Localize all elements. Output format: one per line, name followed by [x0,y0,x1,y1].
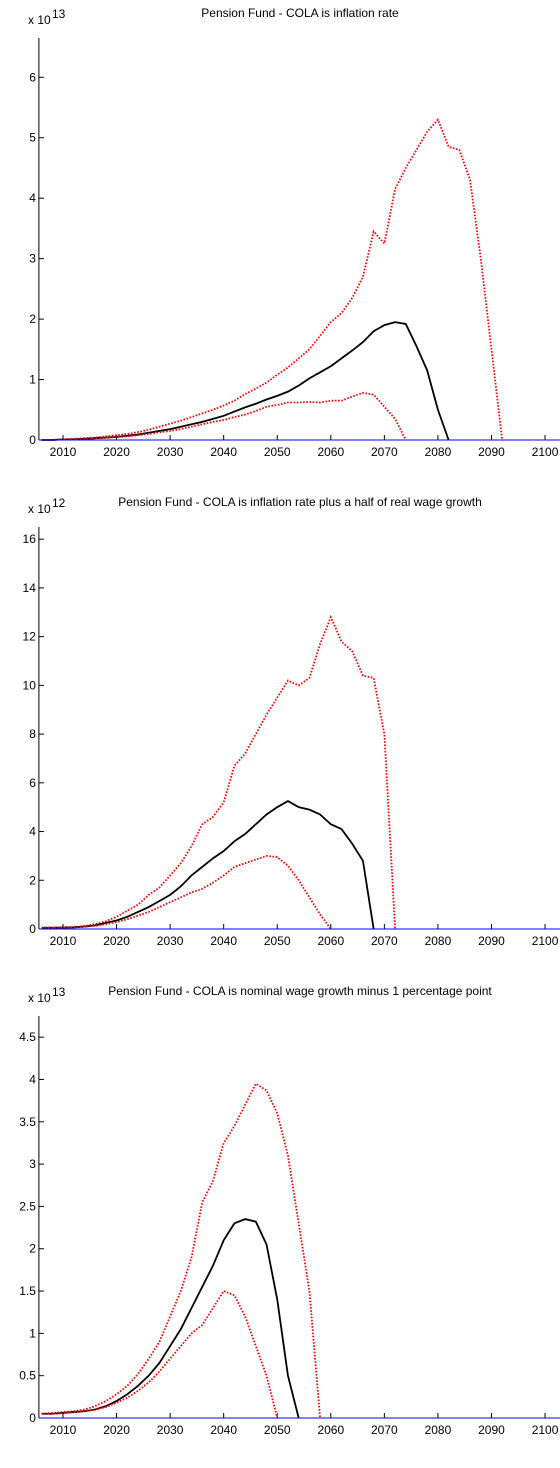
series-line [41,614,396,930]
x-tick-label: 2010 [50,1423,77,1437]
x-tick-label: 2020 [103,1423,130,1437]
series-line [41,854,332,930]
x-tick-label: 2070 [371,445,398,459]
x-tick-label: 2030 [157,445,184,459]
x-tick-label: 2010 [50,934,77,948]
axis-multiplier-exponent: 13 [52,7,66,21]
series-line [41,1082,321,1419]
x-tick-label: 2030 [157,934,184,948]
y-tick-label: 2 [29,1242,36,1256]
x-tick-label: 2090 [478,934,505,948]
x-tick-label: 2060 [317,445,344,459]
chart-title: Pension Fund - COLA is nominal wage grow… [108,984,492,998]
y-tick-label: 2 [29,312,36,326]
y-tick-label: 12 [23,630,37,644]
y-tick-label: 4 [29,191,36,205]
y-tick-label: 1 [29,373,36,387]
x-tick-label: 2030 [157,1423,184,1437]
x-tick-label: 2060 [317,934,344,948]
x-tick-label: 2080 [425,934,452,948]
y-tick-label: 4 [29,1072,36,1086]
x-tick-label: 2070 [371,1423,398,1437]
y-tick-label: 2.5 [19,1199,36,1213]
x-tick-label: 2080 [425,1423,452,1437]
y-tick-label: 3 [29,252,36,266]
x-tick-label: 2020 [103,934,130,948]
y-tick-label: 16 [23,532,37,546]
y-tick-label: 5 [29,131,36,145]
y-tick-label: 1 [29,1326,36,1340]
y-tick-label: 0.5 [19,1369,36,1383]
y-tick-label: 4.5 [19,1030,36,1044]
y-tick-label: 3 [29,1157,36,1171]
axis-multiplier: x 10 [28,502,51,516]
axis-multiplier-exponent: 12 [52,496,66,510]
x-tick-label: 2060 [317,1423,344,1437]
y-tick-label: 0 [29,433,36,447]
y-tick-label: 4 [29,825,36,839]
x-tick-label: 2040 [210,1423,237,1437]
x-tick-label: 2020 [103,445,130,459]
axis-multiplier-exponent: 13 [52,985,66,999]
y-tick-label: 8 [29,727,36,741]
series-line [41,321,450,441]
x-tick-label: 2100 [532,1423,559,1437]
axis-multiplier: x 10 [28,13,51,27]
series-line [41,391,407,441]
y-tick-label: 3.5 [19,1115,36,1129]
x-tick-label: 2070 [371,934,398,948]
x-tick-label: 2050 [264,1423,291,1437]
series-line [41,117,504,441]
y-tick-label: 6 [29,776,36,790]
x-tick-label: 2040 [210,934,237,948]
series-line [41,1289,279,1419]
x-tick-label: 2090 [478,445,505,459]
x-tick-label: 2050 [264,934,291,948]
y-tick-label: 2 [29,873,36,887]
y-tick-label: 10 [23,678,37,692]
x-tick-label: 2010 [50,445,77,459]
x-tick-label: 2040 [210,445,237,459]
y-tick-label: 1.5 [19,1284,36,1298]
y-tick-label: 6 [29,70,36,84]
x-tick-label: 2090 [478,1423,505,1437]
y-tick-label: 14 [23,581,37,595]
y-tick-label: 0 [29,922,36,936]
x-tick-label: 2100 [532,445,559,459]
x-tick-label: 2100 [532,934,559,948]
x-tick-label: 2080 [425,445,452,459]
chart-title: Pension Fund - COLA is inflation rate pl… [118,495,482,509]
series-line [41,1218,300,1419]
chart-title: Pension Fund - COLA is inflation rate [201,6,399,20]
y-tick-label: 0 [29,1411,36,1425]
x-tick-label: 2050 [264,445,291,459]
axis-multiplier: x 10 [28,991,51,1005]
